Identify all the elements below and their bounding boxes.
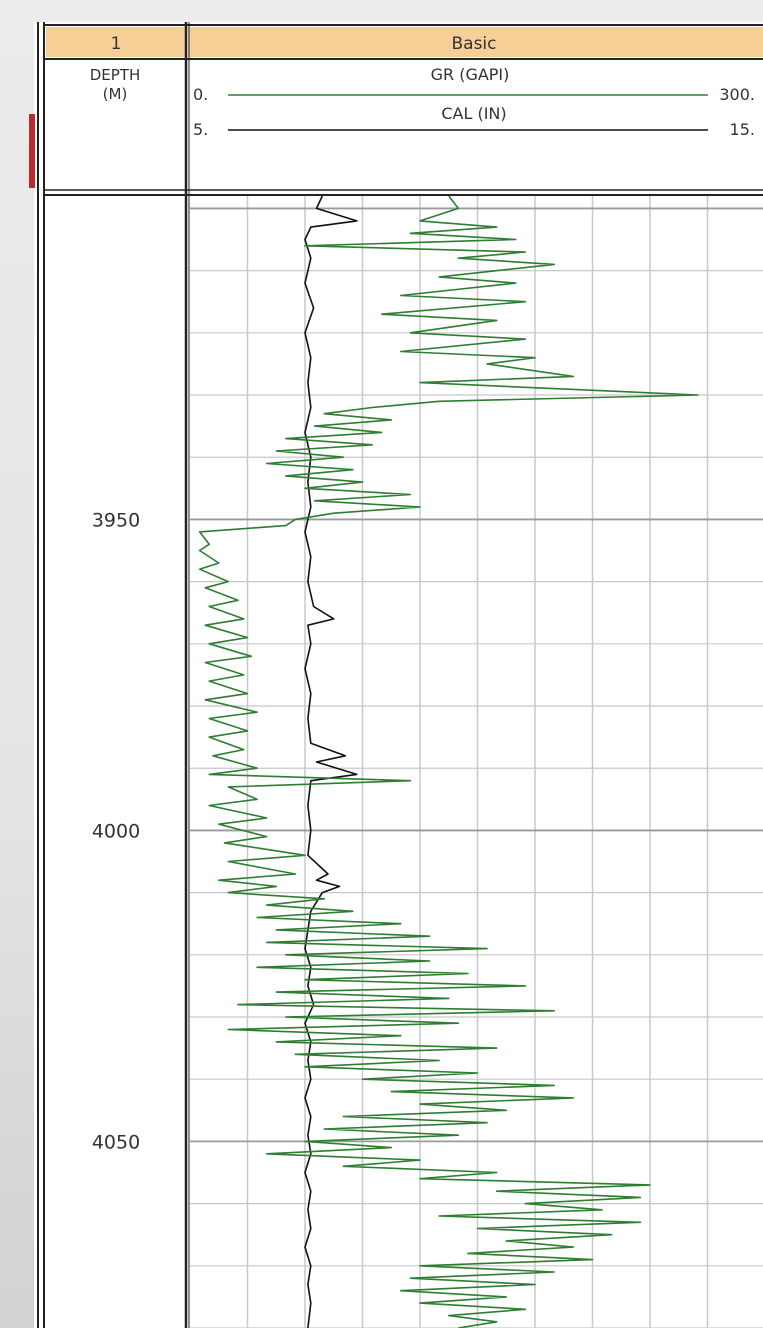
cal-scale-min: 5. xyxy=(193,120,208,139)
gr-scale-min: 0. xyxy=(193,85,208,104)
cal-curve-label: CAL (IN) xyxy=(441,104,506,123)
depth-tick-label: 3950 xyxy=(92,509,140,531)
gr-curve-label: GR (GAPI) xyxy=(431,65,510,84)
depth-unit-label: (M) xyxy=(103,85,128,103)
main-track-header[interactable] xyxy=(188,27,763,57)
gr-scale-max: 300. xyxy=(719,85,755,104)
cal-curve xyxy=(304,195,358,1328)
depth-track-number: 1 xyxy=(111,34,122,54)
depth-tick-labels: 3950 4000 4050 xyxy=(92,509,140,1153)
log-panel-background xyxy=(34,22,763,1328)
gr-curve xyxy=(198,195,699,1328)
depth-tick-label: 4050 xyxy=(92,1131,140,1153)
main-track-title: Basic xyxy=(451,34,496,54)
track-frame xyxy=(37,22,763,1328)
selection-indicator[interactable] xyxy=(29,114,35,188)
depth-tick-label: 4000 xyxy=(92,820,140,842)
depth-label: DEPTH xyxy=(90,66,141,84)
cal-scale-max: 15. xyxy=(730,120,755,139)
depth-track-header[interactable] xyxy=(46,27,186,57)
